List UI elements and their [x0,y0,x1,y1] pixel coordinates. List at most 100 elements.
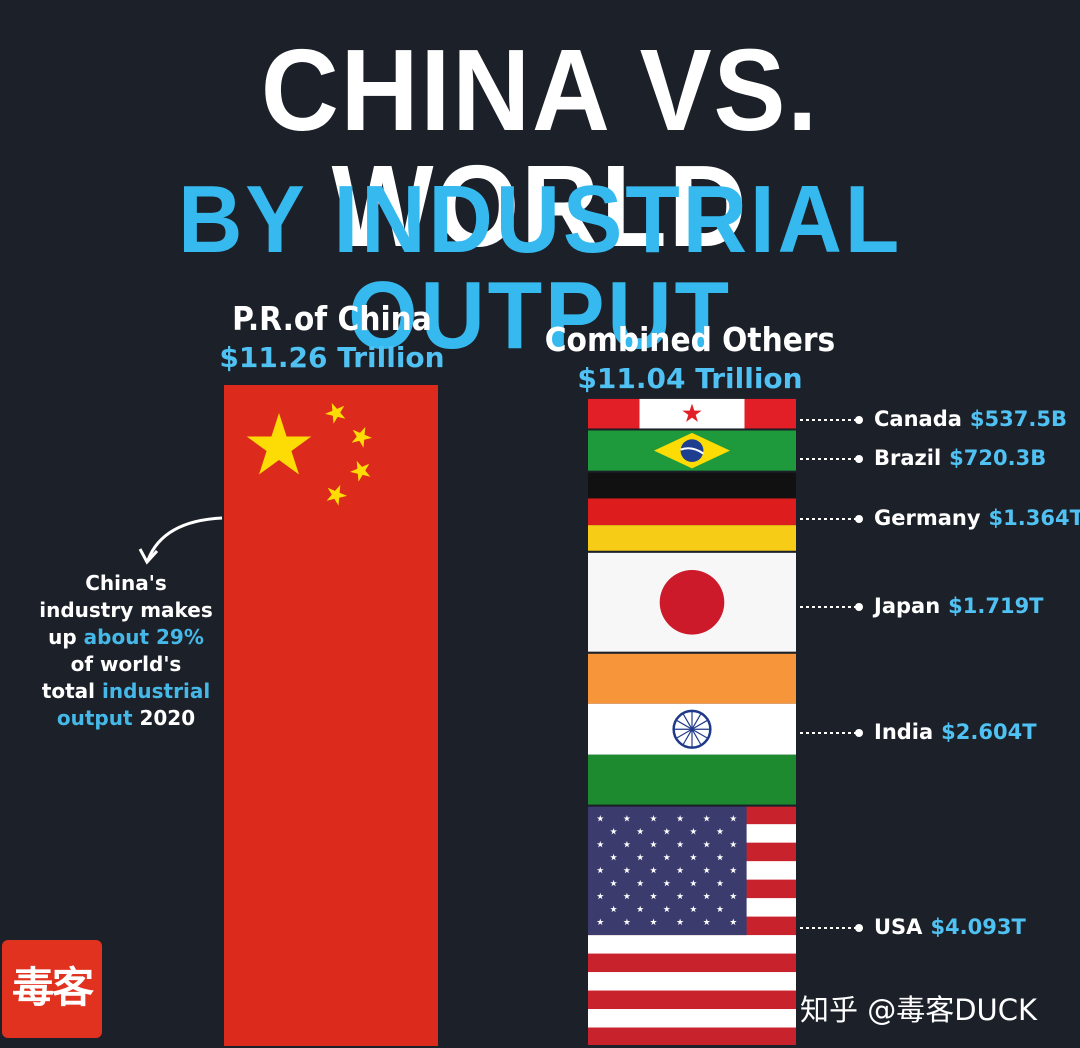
flag-star [716,828,724,835]
others-bar-value: $11.04 Trillion [577,362,803,395]
note-text: 2020 [132,706,196,730]
watermark: 知乎 @毒客DUCK [800,993,1038,1027]
flag-band [587,525,797,552]
segment-label-brazil: Brazil $720.3B [874,448,1046,469]
chakra-spoke [691,719,709,730]
chakra-spoke [691,728,702,746]
flag-stripe [587,1009,797,1029]
flag-star [729,866,737,874]
china-flag-bar [224,385,438,1046]
segment-label-value: $2.604T [941,720,1037,744]
leader-dot [855,455,863,463]
flag-star [703,892,711,900]
flag-stripe [587,1027,797,1047]
leader-dot [855,603,863,611]
leader-lines [800,416,863,932]
flag-star [610,853,617,861]
flag-star [676,866,684,874]
chakra-spoke [675,728,693,739]
flag-star [623,918,631,926]
chakra-spoke [691,728,709,739]
china-bar-value: $11.26 Trillion [219,341,445,374]
note-line: up about 29% [20,624,232,651]
big-star-icon [246,413,312,475]
small-star-icon [325,402,346,424]
flag-star [663,853,671,861]
flag-star [636,828,644,835]
flag-star [716,905,724,913]
flag-star [596,918,604,926]
flag-star [636,905,644,913]
leader-dot [855,924,863,932]
flag-canton [587,805,747,936]
chakra-spoke [675,719,693,730]
note-text: total [41,679,102,703]
flag-globe [680,439,704,463]
flag-band [587,754,797,806]
flag-star [610,879,617,887]
flag-india [586,651,798,807]
others-bar-name: Combined Others [544,320,836,359]
flag-band [587,397,640,430]
note-highlight: about 29% [83,625,204,649]
flag-star [636,853,644,861]
small-star-icon [350,460,371,482]
leader-dot [855,515,863,523]
flag-star [650,840,657,848]
flag-stripe [587,935,797,955]
flag-star [703,866,711,874]
flag-star [690,828,697,835]
flag-star [676,815,684,822]
chakra-spoke [691,713,702,730]
segment-border [586,804,798,1047]
small-star-icon [351,426,372,448]
note-arrow [146,516,223,561]
flag-star [650,892,657,900]
chart-title-line-2: BY INDUSTRIAL OUTPUT [177,166,903,369]
flag-star [676,892,684,900]
flag-star [676,840,684,848]
flag-star [596,892,604,900]
flag-star [729,918,737,926]
chakra-spoke [682,713,693,730]
flag-japan [586,550,798,654]
chart-title-line-1: CHINA VS. WORLD [260,25,820,271]
china-bar [224,385,438,1046]
flag-star [716,879,724,887]
flag-star [610,828,617,835]
segment-label-value: $720.3B [949,446,1047,470]
sun-disc-icon [659,570,725,635]
flag-star [676,918,684,926]
flag-star [690,905,697,913]
segment-label-name: Germany [874,506,981,530]
note-highlight: output [56,706,133,730]
seal-logo: 毒客 [2,940,102,1038]
flag-brazil [586,428,798,473]
segment-label-canada: Canada $537.5B [874,409,1067,430]
segment-label-germany: Germany $1.364T [874,508,1080,529]
note-highlight: industrial [102,679,211,703]
annotation-note: China's industry makes up about 29% of w… [20,570,232,732]
leader-dot [855,416,863,424]
china-bar-name: P.R.of China [232,299,432,338]
flag-star [663,905,671,913]
flag-star [596,840,604,848]
flag-star [636,879,644,887]
maple-leaf-icon [682,403,702,422]
flag-star [729,815,737,822]
segment-label-india: India $2.604T [874,722,1037,743]
segment-label-value: $537.5B [969,407,1067,431]
flag-canada [586,396,798,431]
small-star-icon [326,484,347,506]
flag-star [623,815,631,822]
flag-band [587,498,797,526]
flag-germany [586,470,798,553]
flag-star [663,879,671,887]
flag-band [587,471,797,499]
flag-star [729,892,737,900]
chakra-spoke [682,728,693,746]
flag-star [729,840,737,848]
flag-stripe [587,953,797,973]
flag-star [690,879,697,887]
